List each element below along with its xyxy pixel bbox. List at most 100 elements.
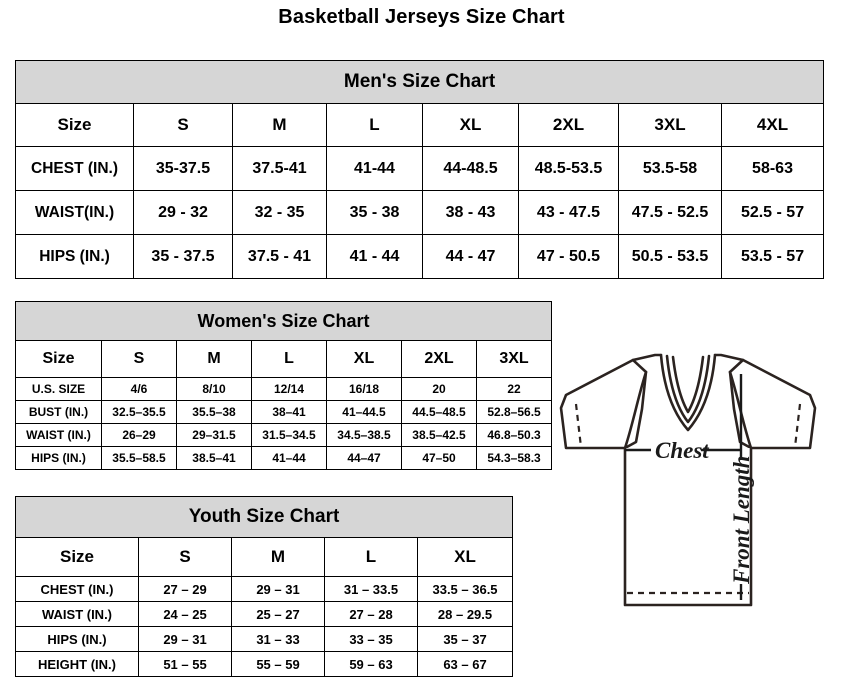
womens-hips-2xl: 47–50 <box>401 446 477 470</box>
youth-header-s: S <box>138 537 232 577</box>
mens-header-size: Size <box>15 103 134 147</box>
mens-hips-xl: 44 - 47 <box>422 234 519 279</box>
table-row: BUST (IN.) 32.5–35.5 35.5–38 38–41 41–44… <box>15 400 553 424</box>
youth-row-label-height: HEIGHT (IN.) <box>15 651 139 677</box>
mens-waist-m: 32 - 35 <box>232 190 327 235</box>
youth-height-s: 51 – 55 <box>138 651 232 677</box>
womens-row-label-hips: HIPS (IN.) <box>15 446 102 470</box>
youth-hips-l: 33 – 35 <box>324 626 418 652</box>
jersey-measurement-diagram: Chest Front Length <box>543 352 833 662</box>
womens-hips-l: 41–44 <box>251 446 327 470</box>
youth-row-label-hips: HIPS (IN.) <box>15 626 139 652</box>
youth-row-label-chest: CHEST (IN.) <box>15 576 139 602</box>
womens-row-label-waist: WAIST (IN.) <box>15 423 102 447</box>
youth-size-chart-table: Youth Size Chart Size S M L XL CHEST (IN… <box>14 496 514 677</box>
mens-header-2xl: 2XL <box>518 103 619 147</box>
mens-waist-2xl: 43 - 47.5 <box>518 190 619 235</box>
mens-header-xl: XL <box>422 103 519 147</box>
mens-hips-m: 37.5 - 41 <box>232 234 327 279</box>
youth-waist-m: 25 – 27 <box>231 601 325 627</box>
mens-hips-s: 35 - 37.5 <box>133 234 233 279</box>
youth-waist-s: 24 – 25 <box>138 601 232 627</box>
youth-table-band-row: Youth Size Chart <box>14 496 514 538</box>
womens-bust-2xl: 44.5–48.5 <box>401 400 477 424</box>
youth-header-m: M <box>231 537 325 577</box>
mens-header-l: L <box>326 103 423 147</box>
mens-chest-m: 37.5-41 <box>232 146 327 191</box>
youth-header-xl: XL <box>416 537 514 577</box>
mens-hips-l: 41 - 44 <box>326 234 423 279</box>
table-row: WAIST (IN.) 26–29 29–31.5 31.5–34.5 34.5… <box>15 423 553 447</box>
table-row: CHEST (IN.) 27 – 29 29 – 31 31 – 33.5 33… <box>15 576 514 602</box>
youth-height-l: 59 – 63 <box>324 651 418 677</box>
youth-header-l: L <box>324 537 418 577</box>
womens-bust-3xl: 52.8–56.5 <box>475 400 553 424</box>
womens-waist-s: 26–29 <box>101 423 177 447</box>
mens-hips-2xl: 47 - 50.5 <box>518 234 619 279</box>
mens-chest-3xl: 53.5-58 <box>618 146 722 191</box>
mens-size-chart-table: Men's Size Chart Size S M L XL 2XL 3XL 4… <box>14 60 825 279</box>
womens-header-xl: XL <box>326 340 402 378</box>
youth-table-header-row: Size S M L XL <box>15 537 514 577</box>
womens-header-m: M <box>176 340 252 378</box>
womens-bust-m: 35.5–38 <box>176 400 252 424</box>
youth-chest-l: 31 – 33.5 <box>324 576 418 602</box>
womens-row-label-bust: BUST (IN.) <box>15 400 102 424</box>
womens-us-size-3xl: 22 <box>475 377 553 401</box>
youth-hips-xl: 35 – 37 <box>416 626 514 652</box>
womens-waist-l: 31.5–34.5 <box>251 423 327 447</box>
womens-table-header-row: Size S M L XL 2XL 3XL <box>15 340 553 378</box>
womens-header-3xl: 3XL <box>475 340 553 378</box>
mens-table-band-row: Men's Size Chart <box>14 60 825 104</box>
mens-chest-4xl: 58-63 <box>720 146 825 191</box>
womens-table-title: Women's Size Chart <box>14 301 553 341</box>
mens-row-label-waist: WAIST(IN.) <box>15 190 134 235</box>
table-row: WAIST (IN.) 24 – 25 25 – 27 27 – 28 28 –… <box>15 601 514 627</box>
mens-waist-4xl: 52.5 - 57 <box>720 190 825 235</box>
mens-header-4xl: 4XL <box>720 103 825 147</box>
left-sleeve-hem-dash <box>574 403 583 448</box>
table-row: HEIGHT (IN.) 51 – 55 55 – 59 59 – 63 63 … <box>15 651 514 677</box>
womens-waist-m: 29–31.5 <box>176 423 252 447</box>
youth-waist-l: 27 – 28 <box>324 601 418 627</box>
right-sleeve-hem-dash <box>793 403 802 448</box>
womens-size-chart-table: Women's Size Chart Size S M L XL 2XL 3XL… <box>14 301 553 470</box>
front-length-label: Front Length <box>729 456 754 585</box>
youth-waist-xl: 28 – 29.5 <box>416 601 514 627</box>
mens-waist-s: 29 - 32 <box>133 190 233 235</box>
womens-header-size: Size <box>15 340 102 378</box>
mens-chest-l: 41-44 <box>326 146 423 191</box>
womens-header-l: L <box>251 340 327 378</box>
youth-table-title: Youth Size Chart <box>14 496 514 538</box>
womens-waist-xl: 34.5–38.5 <box>326 423 402 447</box>
mens-header-3xl: 3XL <box>618 103 722 147</box>
mens-row-label-hips: HIPS (IN.) <box>15 234 134 279</box>
womens-us-size-s: 4/6 <box>101 377 177 401</box>
youth-chest-m: 29 – 31 <box>231 576 325 602</box>
youth-hips-s: 29 – 31 <box>138 626 232 652</box>
womens-hips-s: 35.5–58.5 <box>101 446 177 470</box>
youth-height-m: 55 – 59 <box>231 651 325 677</box>
womens-hips-m: 38.5–41 <box>176 446 252 470</box>
mens-header-s: S <box>133 103 233 147</box>
womens-us-size-l: 12/14 <box>251 377 327 401</box>
youth-row-label-waist: WAIST (IN.) <box>15 601 139 627</box>
womens-row-label-us-size: U.S. SIZE <box>15 377 102 401</box>
womens-hips-xl: 44–47 <box>326 446 402 470</box>
womens-bust-l: 38–41 <box>251 400 327 424</box>
mens-row-label-chest: CHEST (IN.) <box>15 146 134 191</box>
chest-label: Chest <box>655 438 709 463</box>
mens-hips-3xl: 50.5 - 53.5 <box>618 234 722 279</box>
mens-hips-4xl: 53.5 - 57 <box>720 234 825 279</box>
table-row: WAIST(IN.) 29 - 32 32 - 35 35 - 38 38 - … <box>15 190 825 235</box>
mens-waist-l: 35 - 38 <box>326 190 423 235</box>
youth-chest-xl: 33.5 – 36.5 <box>416 576 514 602</box>
mens-table-title: Men's Size Chart <box>14 60 825 104</box>
youth-height-xl: 63 – 67 <box>416 651 514 677</box>
table-row: HIPS (IN.) 35 - 37.5 37.5 - 41 41 - 44 4… <box>15 234 825 279</box>
youth-hips-m: 31 – 33 <box>231 626 325 652</box>
table-row: U.S. SIZE 4/6 8/10 12/14 16/18 20 22 <box>15 377 553 401</box>
mens-header-m: M <box>232 103 327 147</box>
mens-chest-xl: 44-48.5 <box>422 146 519 191</box>
page-title: Basketball Jerseys Size Chart <box>278 6 565 28</box>
